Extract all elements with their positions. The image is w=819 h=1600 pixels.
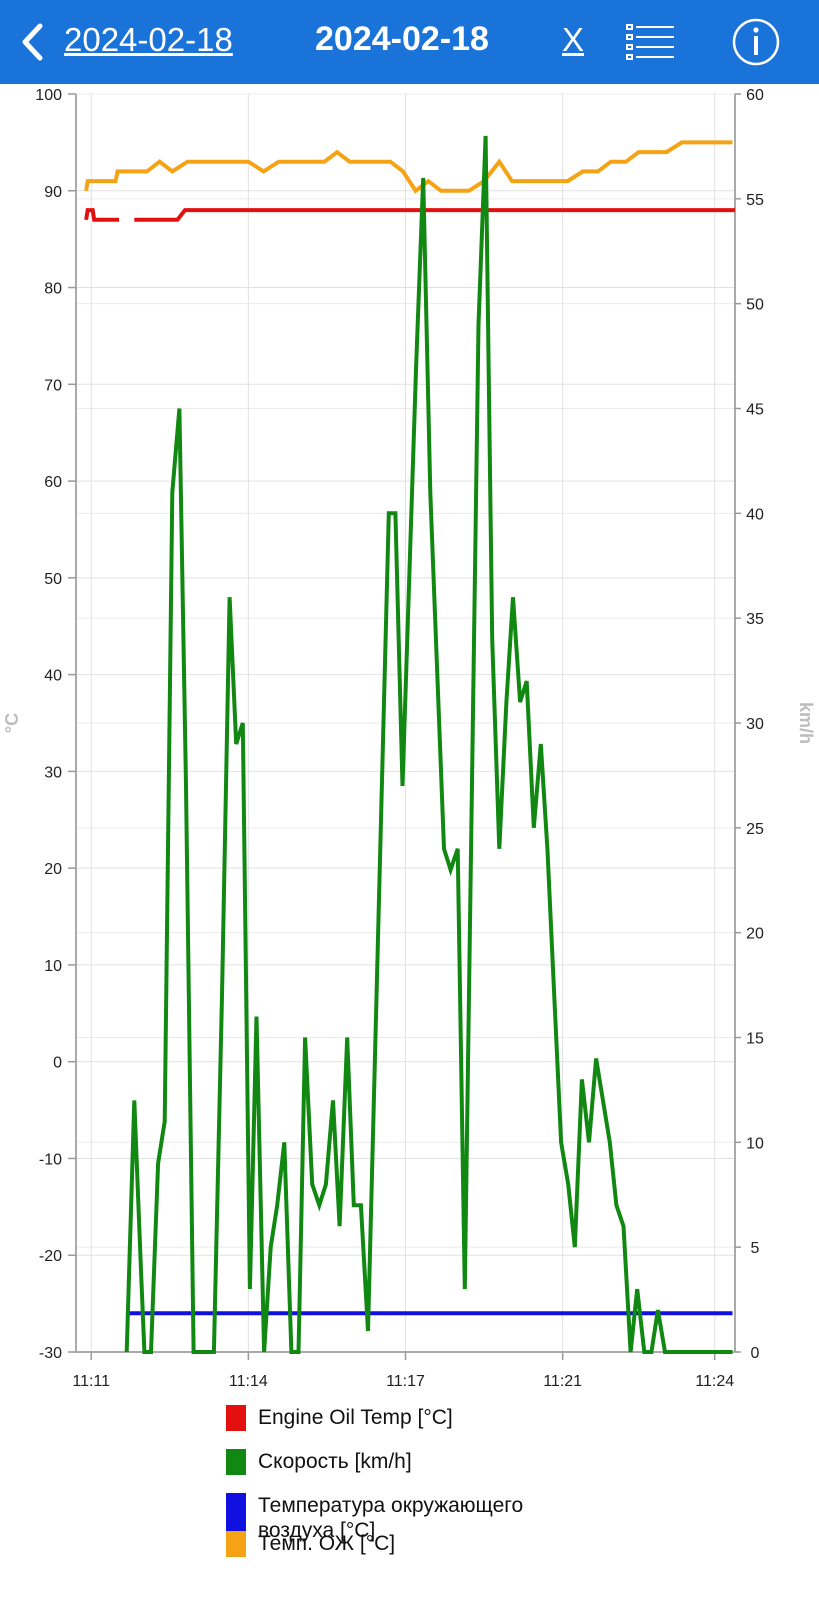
x-tick-label: 11:17 [386, 1373, 425, 1390]
top-bar: 2024-02-18 2024-02-18 X [0, 0, 819, 84]
legend-swatch [226, 1405, 246, 1431]
y-left-tick-label: 70 [44, 377, 62, 394]
series-line-0-0 [84, 208, 120, 222]
y-left-tick-label: 40 [44, 668, 62, 685]
legend-item: Скорость [km/h] [226, 1449, 588, 1475]
y-right-tick-label: 55 [746, 192, 764, 209]
y-right-tick-label: 30 [746, 716, 764, 733]
line-chart: 1009080706050403020100-10-20-30605550454… [2, 87, 816, 1390]
y-right-tick-label: 40 [746, 506, 764, 523]
legend-label: Engine Oil Temp [°C] [258, 1406, 453, 1429]
x-tick-label: 11:24 [695, 1373, 734, 1390]
y-left-tick-label: -30 [39, 1345, 62, 1362]
x-tick-label: 11:21 [543, 1373, 582, 1390]
y-right-tick-label: 60 [746, 87, 764, 104]
legend-item: Температура окружающего воздуха [°C] [226, 1493, 588, 1543]
legend-label: Температура окружающего воздуха [°C] [258, 1494, 524, 1542]
info-icon[interactable] [732, 18, 780, 66]
y-left-tick-label: 100 [35, 87, 62, 104]
legend-label: Темп. ОЖ [°C] [258, 1532, 396, 1555]
back-date-link[interactable]: 2024-02-18 [64, 21, 233, 58]
page-title: 2024-02-18 [315, 20, 489, 58]
y-left-tick-label: -20 [39, 1248, 62, 1265]
series-line-1-0 [124, 135, 733, 1354]
y-left-tick-label: -10 [39, 1151, 62, 1168]
chevron-left-icon[interactable] [18, 22, 48, 62]
y-left-tick-label: 10 [44, 958, 62, 975]
series-line-3-0 [84, 140, 733, 194]
y-right-tick-label: 25 [746, 821, 764, 838]
y-right-tick-label: 20 [746, 926, 764, 943]
y-left-tick-label: 90 [44, 184, 62, 201]
y-left-tick-label: 80 [44, 281, 62, 298]
y-left-tick-label: 0 [53, 1055, 62, 1072]
y-left-tick-label: 30 [44, 764, 62, 781]
y-left-tick-label: 50 [44, 571, 62, 588]
x-tick-label: 11:14 [229, 1373, 268, 1390]
y-left-axis-title: °C [2, 713, 22, 733]
legend-item: Темп. ОЖ [°C] [226, 1531, 588, 1557]
close-button[interactable]: X [562, 21, 585, 58]
y-left-tick-label: 60 [44, 474, 62, 491]
x-tick-label: 11:11 [72, 1373, 110, 1390]
y-right-tick-label: 0 [751, 1345, 760, 1362]
y-right-tick-label: 10 [746, 1135, 764, 1152]
y-right-tick-label: 5 [751, 1240, 760, 1257]
series-line-0-1 [134, 208, 735, 222]
y-left-tick-label: 20 [44, 861, 62, 878]
y-right-axis-title: km/h [796, 702, 816, 744]
y-right-tick-label: 15 [746, 1031, 764, 1048]
list-icon[interactable] [626, 22, 676, 62]
y-right-tick-label: 50 [746, 297, 764, 314]
legend-item: Engine Oil Temp [°C] [226, 1405, 588, 1431]
y-right-tick-label: 35 [746, 611, 764, 628]
legend-swatch [226, 1493, 246, 1539]
legend-swatch [226, 1449, 246, 1475]
legend-label: Скорость [km/h] [258, 1450, 412, 1473]
legend-swatch [226, 1531, 246, 1557]
y-right-tick-label: 45 [746, 402, 764, 419]
